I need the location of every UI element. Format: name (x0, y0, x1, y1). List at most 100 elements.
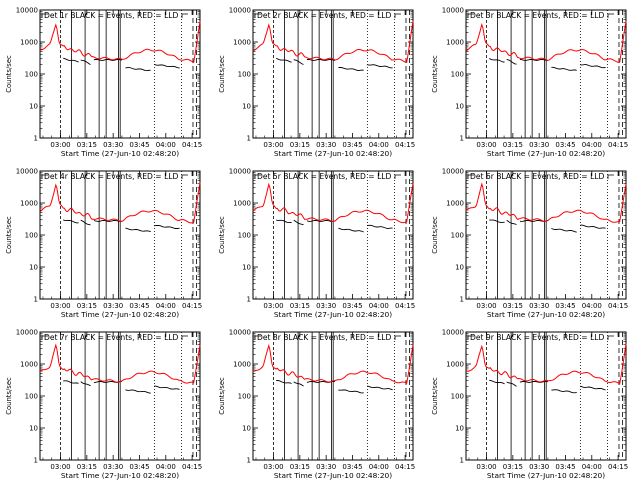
y-tick-label: 10 (455, 264, 464, 272)
series-events-line (338, 227, 364, 233)
series-events-line (506, 219, 517, 226)
series-lld-line (465, 343, 627, 385)
series-events-line (154, 225, 180, 229)
y-axis-label: Counts/sec (5, 55, 13, 93)
x-axis-label: Start Time (27-Jun-10 02:48:20) (274, 310, 392, 319)
y-tick-label: 1 (460, 296, 464, 304)
x-tick-label: 03:30 (529, 141, 549, 149)
series-events-line (367, 224, 393, 229)
panel-title: Det 4r BLACK = Events, RED = LLD (44, 172, 179, 181)
x-tick-label: 03:00 (476, 302, 496, 310)
y-tick-label: 1000 (233, 361, 251, 369)
marker-bracket (467, 335, 474, 340)
series-events-line (489, 219, 505, 223)
series-events-line (276, 380, 292, 384)
y-tick-label: 10000 (229, 7, 251, 15)
y-tick-label: 100 (238, 232, 251, 240)
x-tick-label: 03:45 (342, 302, 362, 310)
series-events-line (580, 224, 606, 229)
y-tick-label: 10000 (442, 168, 464, 176)
x-tick-label: 04:00 (156, 141, 176, 149)
x-tick-label: 04:00 (369, 141, 389, 149)
series-events-line (506, 58, 517, 65)
series-lld-line (252, 182, 414, 224)
x-tick-label: 03:00 (50, 141, 70, 149)
x-tick-label: 03:00 (476, 141, 496, 149)
x-tick-label: 03:30 (103, 463, 123, 471)
series-events-line (367, 385, 393, 391)
y-tick-label: 100 (238, 71, 251, 79)
series-events-line (306, 58, 335, 61)
marker-bracket (607, 335, 614, 340)
y-tick-label: 10000 (16, 7, 38, 15)
marker-bracket (254, 174, 261, 179)
y-tick-label: 1 (247, 457, 251, 465)
y-tick-label: 10 (455, 103, 464, 111)
y-tick-label: 10 (242, 264, 251, 272)
x-tick-label: 04:00 (369, 302, 389, 310)
marker-bracket (394, 13, 401, 18)
x-tick-label: 03:00 (50, 302, 70, 310)
panel-title: Det 3r BLACK = Events, RED = LLD (470, 11, 605, 20)
panel-det-5: Det 5r BLACK = Events, RED = LLD 1 10 100 10… (218, 168, 415, 320)
series-events-line (276, 219, 292, 224)
series-events-line (293, 59, 304, 65)
y-tick-label: 100 (451, 71, 464, 79)
x-tick-label: 03:30 (316, 463, 336, 471)
y-tick-label: 10 (29, 425, 38, 433)
series-events-line (93, 219, 122, 222)
y-tick-label: 100 (25, 71, 38, 79)
series-events-line (580, 385, 606, 391)
x-tick-label: 04:00 (582, 302, 602, 310)
panel-title: Det 1r BLACK = Events, RED = LLD (44, 11, 179, 20)
y-tick-label: 1000 (446, 361, 464, 369)
series-lld-line (39, 182, 201, 224)
x-tick-label: 04:15 (395, 302, 415, 310)
series-events-line (125, 67, 151, 72)
x-tick-label: 03:45 (555, 302, 575, 310)
x-axis-label: Start Time (27-Jun-10 02:48:20) (61, 149, 179, 158)
marker-bracket (41, 335, 48, 340)
panel-title: Det 8r BLACK = Events, RED = LLD (257, 333, 392, 342)
series-events-line (519, 58, 548, 61)
y-tick-label: 10000 (16, 329, 38, 337)
series-events-line (125, 227, 151, 233)
series-events-line (489, 379, 505, 385)
x-tick-label: 03:15 (503, 141, 523, 149)
series-events-line (338, 389, 364, 394)
x-tick-label: 04:15 (608, 141, 628, 149)
x-tick-label: 04:00 (156, 463, 176, 471)
y-axis-label: Counts/sec (218, 216, 226, 254)
marker-bracket (394, 174, 401, 179)
marker-bracket (607, 174, 614, 179)
panel-det-8: Det 8r BLACK = Events, RED = LLD 1 10 100 10… (218, 329, 415, 480)
y-tick-label: 1 (34, 457, 38, 465)
y-tick-label: 1000 (20, 361, 38, 369)
y-tick-label: 100 (451, 393, 464, 401)
marker-bracket (181, 174, 188, 179)
series-events-line (80, 381, 91, 387)
panel-title: Det 5r BLACK = Events, RED = LLD (257, 172, 392, 181)
series-events-line (306, 219, 335, 222)
x-tick-label: 03:30 (529, 302, 549, 310)
x-tick-label: 04:15 (395, 463, 415, 471)
x-tick-label: 03:30 (316, 141, 336, 149)
marker-bracket (607, 13, 614, 18)
marker-bracket (181, 13, 188, 18)
panel-det-3: Det 3r BLACK = Events, RED = LLD 1 10 100 10… (431, 7, 628, 159)
y-tick-label: 1000 (446, 200, 464, 208)
x-tick-label: 04:15 (395, 141, 415, 149)
y-tick-label: 100 (451, 232, 464, 240)
x-tick-label: 04:15 (608, 302, 628, 310)
series-lld-line (465, 21, 627, 63)
y-tick-label: 1 (34, 135, 38, 143)
y-tick-label: 10 (242, 425, 251, 433)
y-tick-label: 1000 (20, 39, 38, 47)
x-tick-label: 03:15 (290, 302, 310, 310)
series-events-line (93, 58, 122, 61)
series-events-line (63, 57, 79, 63)
panel-det-2: Det 2r BLACK = Events, RED = LLD 1 10 100 10… (218, 7, 415, 159)
series-events-line (551, 227, 577, 233)
panel-title: Det 9r BLACK = Events, RED = LLD (470, 333, 605, 342)
panel-det-6: Det 6r BLACK = Events, RED = LLD 1 10 100 10… (431, 168, 628, 320)
